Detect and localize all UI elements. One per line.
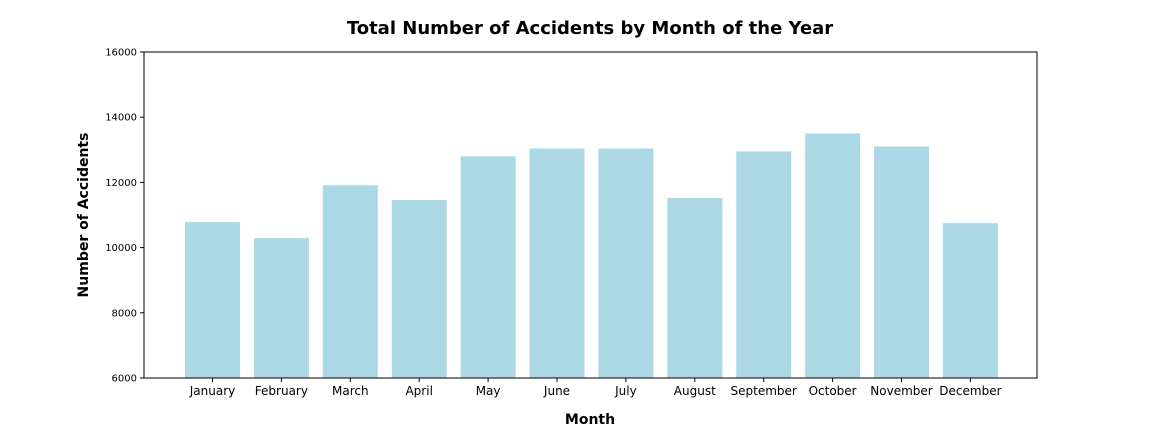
bar-august [667, 198, 723, 378]
bar-february [253, 238, 309, 378]
bar-june [529, 148, 585, 378]
y-tick-label: 6000 [112, 374, 137, 385]
bars-group [185, 133, 998, 378]
x-tick-label: December [939, 384, 1001, 398]
y-axis-label: Number of Accidents [76, 133, 92, 298]
x-tick-label: May [476, 384, 501, 398]
bar-november [874, 146, 929, 378]
x-tick-label: April [405, 384, 432, 398]
x-tick-label: February [255, 384, 308, 398]
y-tick-label: 16000 [105, 48, 137, 59]
x-tick-label: November [870, 384, 932, 398]
bar-april [391, 200, 447, 378]
x-tick-label: October [809, 384, 857, 398]
plot-area-frame [143, 51, 1038, 379]
y-axis-ticks: 6000 8000 10000 12000 14000 16000 [105, 48, 144, 385]
x-tick-label: March [332, 384, 369, 398]
y-tick-label: 8000 [112, 308, 137, 319]
x-tick-label: January [189, 384, 236, 398]
chart-title: Total Number of Accidents by Month of th… [347, 18, 833, 39]
y-tick-label: 12000 [105, 178, 137, 189]
x-tick-label: September [731, 384, 797, 398]
bar-december [942, 223, 998, 378]
bar-september [736, 151, 792, 378]
bar-october [805, 133, 861, 378]
y-tick-label: 14000 [105, 113, 137, 124]
bar-may [460, 156, 516, 378]
bar-july [598, 148, 654, 378]
x-tick-label: August [674, 384, 716, 398]
x-axis-label: Month [565, 412, 615, 428]
y-tick-label: 10000 [105, 243, 137, 254]
bar-january [185, 222, 240, 378]
x-axis-ticks: January February March April May June July Augu… [189, 378, 1002, 398]
bar-march [322, 185, 378, 378]
x-tick-label: July [614, 384, 637, 398]
x-tick-label: June [543, 384, 570, 398]
